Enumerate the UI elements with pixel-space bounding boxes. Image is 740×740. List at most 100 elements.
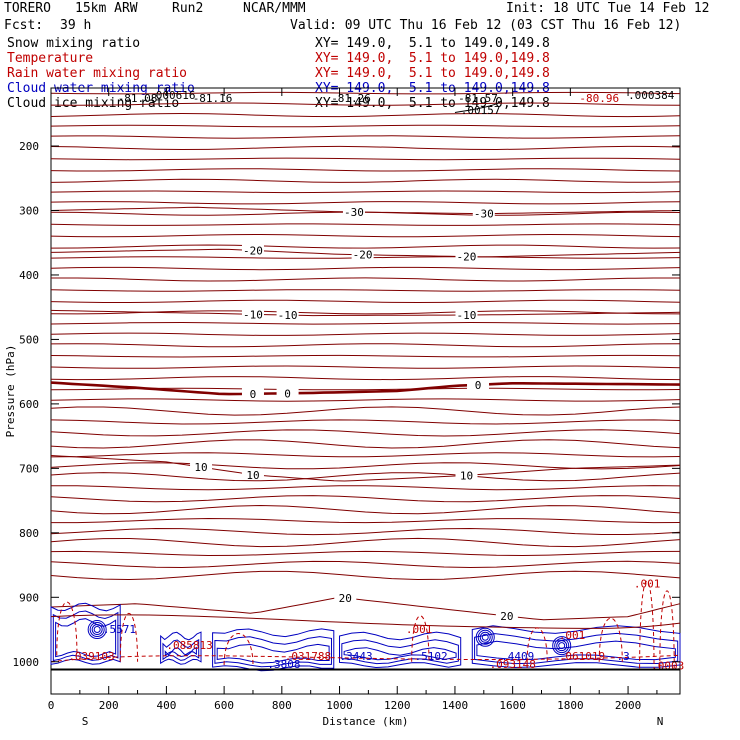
- temperature-contour-line: [50, 91, 681, 95]
- temperature-contour-20: [50, 597, 681, 621]
- temperature-contour-line: [50, 211, 681, 216]
- maximum-value-label: .5102: [415, 650, 448, 663]
- legend-series-name: Snow mixing ratio: [7, 36, 141, 51]
- x-tick-label: 600: [214, 699, 234, 712]
- cloud-water-max-ring: [552, 636, 572, 656]
- x-tick-label: 1600: [499, 699, 526, 712]
- contour-label-bg: [241, 468, 264, 480]
- temperature-contour-line: [50, 537, 681, 548]
- contour-label-bg: [190, 461, 213, 473]
- temperature-contour-label: 0: [250, 388, 257, 401]
- temperature-contour-line: [51, 277, 680, 282]
- contour-label-bg: [467, 378, 490, 390]
- south-end-label: S: [82, 715, 89, 728]
- legend-series-name: Temperature: [7, 51, 94, 66]
- contour-label-bg: [472, 207, 495, 219]
- legend-series-xy: XY= 149.0, 5.1 to 149.0,149.8: [315, 36, 550, 51]
- x-axis-title: Distance (km): [322, 715, 408, 728]
- x-tick-label: 400: [156, 699, 176, 712]
- x-tick-label: 1000: [326, 699, 353, 712]
- maximum-value-label: .5571: [103, 623, 136, 636]
- contour-label-bg: [495, 609, 518, 621]
- temperature-contour-label: 10: [194, 461, 207, 474]
- temperature-contour-line: [50, 570, 681, 581]
- temperature-contour-line: [50, 419, 681, 425]
- maximum-value-label: .031788: [285, 650, 331, 663]
- legend-series-name: Rain water mixing ratio: [7, 66, 188, 81]
- temperature-contour-line: [50, 452, 681, 458]
- north-end-label: N: [657, 715, 664, 728]
- cloud-water-max-ring: [87, 620, 107, 640]
- cloud-water-contour: [160, 631, 202, 665]
- y-tick-label: 700: [19, 462, 39, 475]
- contour-label-bg: [241, 244, 264, 256]
- temperature-contour-line: [50, 102, 681, 106]
- cloud-water-max-ring: [91, 624, 103, 636]
- forecast-label: Fcst:: [4, 18, 44, 33]
- contour-label-bg: [241, 308, 264, 320]
- cloud-water-contour: [341, 639, 459, 665]
- maximum-value-label: .4409: [501, 650, 534, 663]
- temperature-contour-line: [50, 190, 681, 194]
- temperature-contour-line: [50, 135, 681, 139]
- maximum-value-label: .085813: [166, 639, 212, 652]
- temperature-contour-label: 20: [500, 610, 513, 623]
- cloud-water-max-ring: [93, 626, 101, 634]
- y-tick-label: 300: [19, 204, 39, 217]
- temperature-contour-line: [50, 398, 681, 402]
- temperature-contour-line: [50, 201, 681, 205]
- temperature-contour--30: [50, 206, 681, 215]
- maximum-value-label: .00157: [461, 104, 501, 117]
- maximum-value-label: .3808: [267, 658, 300, 671]
- maximum-value-label: .001: [559, 629, 586, 642]
- temperature-contour-line: [50, 299, 681, 304]
- temperature-contour-line: [50, 233, 681, 238]
- y-tick-label: 200: [19, 140, 39, 153]
- top-contour-label: -81.16: [193, 92, 233, 105]
- temperature-contour-line: [50, 157, 681, 161]
- top-contour-label: -81.08: [118, 92, 158, 105]
- x-tick-label: 800: [272, 699, 292, 712]
- temperature-contour-label: 10: [460, 469, 473, 482]
- temperature-contour-line: [50, 289, 681, 292]
- contour-label-bg: [455, 250, 478, 262]
- cloud-water-max-ring: [477, 629, 493, 645]
- temperature-contour-label: 10: [246, 469, 259, 482]
- y-tick-label: 900: [19, 591, 39, 604]
- temperature-contour-line: [50, 178, 681, 183]
- temperature-contour-line: [50, 495, 681, 503]
- cloud-water-contour: [216, 643, 330, 664]
- cloud-water-contour: [343, 647, 457, 661]
- rain-water-contour: [639, 580, 655, 669]
- temperature-contour-line: [50, 504, 681, 515]
- x-tick-label: 200: [99, 699, 119, 712]
- org-label: NCAR/MMM: [243, 1, 306, 16]
- temperature-contour-line: [50, 145, 681, 151]
- x-tick-label: 1400: [442, 699, 469, 712]
- cloud-water-max-ring: [554, 638, 570, 654]
- cloud-water-contour: [52, 610, 119, 662]
- cloud-water-contour: [471, 625, 681, 669]
- cloud-water-max-ring: [479, 631, 491, 643]
- temperature-contour-label: 20: [339, 592, 352, 605]
- maximum-value-label: .000384: [628, 89, 675, 102]
- temperature-contour--10: [50, 309, 681, 317]
- temperature-contour-line: [50, 343, 681, 348]
- init-time: Init: 18 UTC Tue 14 Feb 12: [506, 1, 710, 16]
- x-tick-label: 1800: [557, 699, 584, 712]
- maximum-value-label: .000616: [149, 89, 195, 102]
- temperature-contour-label: -30: [474, 208, 494, 221]
- contour-label-bg: [455, 308, 478, 320]
- temperature-contour-line: [50, 223, 681, 226]
- temperature-contour-line: [50, 266, 681, 271]
- contour-label-bg: [241, 387, 264, 399]
- cloud-water-max-ring: [556, 640, 568, 652]
- rain-water-contour: [223, 633, 254, 665]
- cloud-water-max-ring: [475, 627, 495, 647]
- temperature-contour-line: [50, 485, 681, 491]
- y-tick-label: 1000: [13, 656, 40, 669]
- cloud-water-contour: [55, 618, 117, 658]
- run-label: Run2: [172, 1, 204, 16]
- cloud-water-max-ring: [558, 642, 566, 650]
